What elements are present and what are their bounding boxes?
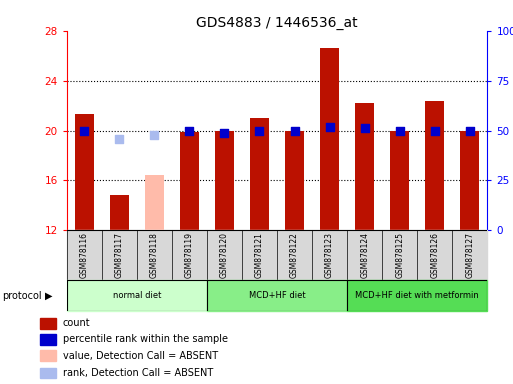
- Text: GSM878117: GSM878117: [115, 232, 124, 278]
- Text: GSM878122: GSM878122: [290, 232, 299, 278]
- Point: [290, 127, 299, 134]
- Text: value, Detection Call = ABSENT: value, Detection Call = ABSENT: [63, 351, 218, 361]
- Bar: [390, 131, 409, 230]
- Bar: [137, 230, 172, 280]
- Text: count: count: [63, 318, 90, 328]
- Bar: [242, 230, 277, 280]
- Text: GSM878119: GSM878119: [185, 232, 194, 278]
- Text: protocol: protocol: [3, 291, 42, 301]
- Text: MCD+HF diet with metformin: MCD+HF diet with metformin: [356, 291, 479, 300]
- Text: GSM878126: GSM878126: [430, 232, 439, 278]
- Bar: [417, 230, 452, 280]
- Bar: [74, 114, 94, 230]
- Bar: [320, 48, 339, 230]
- Text: GSM878125: GSM878125: [395, 232, 404, 278]
- Bar: [347, 230, 382, 280]
- Bar: [207, 230, 242, 280]
- Bar: [207, 280, 347, 311]
- Bar: [180, 132, 199, 230]
- Point: [325, 124, 333, 130]
- Bar: [452, 230, 487, 280]
- Bar: [145, 175, 164, 230]
- Bar: [250, 118, 269, 230]
- Text: normal diet: normal diet: [113, 291, 161, 300]
- Bar: [347, 280, 487, 311]
- Bar: [382, 230, 417, 280]
- Bar: [110, 195, 129, 230]
- Text: GSM878124: GSM878124: [360, 232, 369, 278]
- Title: GDS4883 / 1446536_at: GDS4883 / 1446536_at: [196, 16, 358, 30]
- Bar: [40, 318, 56, 329]
- Text: GSM878118: GSM878118: [150, 232, 159, 278]
- Bar: [67, 230, 102, 280]
- Bar: [102, 230, 137, 280]
- Text: MCD+HF diet: MCD+HF diet: [249, 291, 305, 300]
- Bar: [355, 103, 374, 230]
- Bar: [40, 351, 56, 361]
- Point: [185, 127, 193, 134]
- Point: [466, 127, 474, 134]
- Text: GSM878116: GSM878116: [80, 232, 89, 278]
- Text: GSM878121: GSM878121: [255, 232, 264, 278]
- Point: [430, 127, 439, 134]
- Text: GSM878120: GSM878120: [220, 232, 229, 278]
- Text: GSM878127: GSM878127: [465, 232, 475, 278]
- Text: percentile rank within the sample: percentile rank within the sample: [63, 334, 228, 344]
- Bar: [40, 334, 56, 344]
- Point: [396, 127, 404, 134]
- Bar: [67, 280, 207, 311]
- Bar: [215, 131, 234, 230]
- Bar: [460, 131, 480, 230]
- Point: [361, 124, 369, 131]
- Text: GSM878123: GSM878123: [325, 232, 334, 278]
- Point: [220, 129, 228, 136]
- Bar: [172, 230, 207, 280]
- Bar: [425, 101, 444, 230]
- Point: [115, 136, 123, 142]
- Text: ▶: ▶: [45, 291, 53, 301]
- Point: [150, 131, 159, 137]
- Bar: [277, 230, 312, 280]
- Text: rank, Detection Call = ABSENT: rank, Detection Call = ABSENT: [63, 368, 213, 378]
- Bar: [312, 230, 347, 280]
- Bar: [40, 368, 56, 378]
- Point: [80, 127, 88, 134]
- Bar: [285, 131, 304, 230]
- Point: [255, 127, 264, 134]
